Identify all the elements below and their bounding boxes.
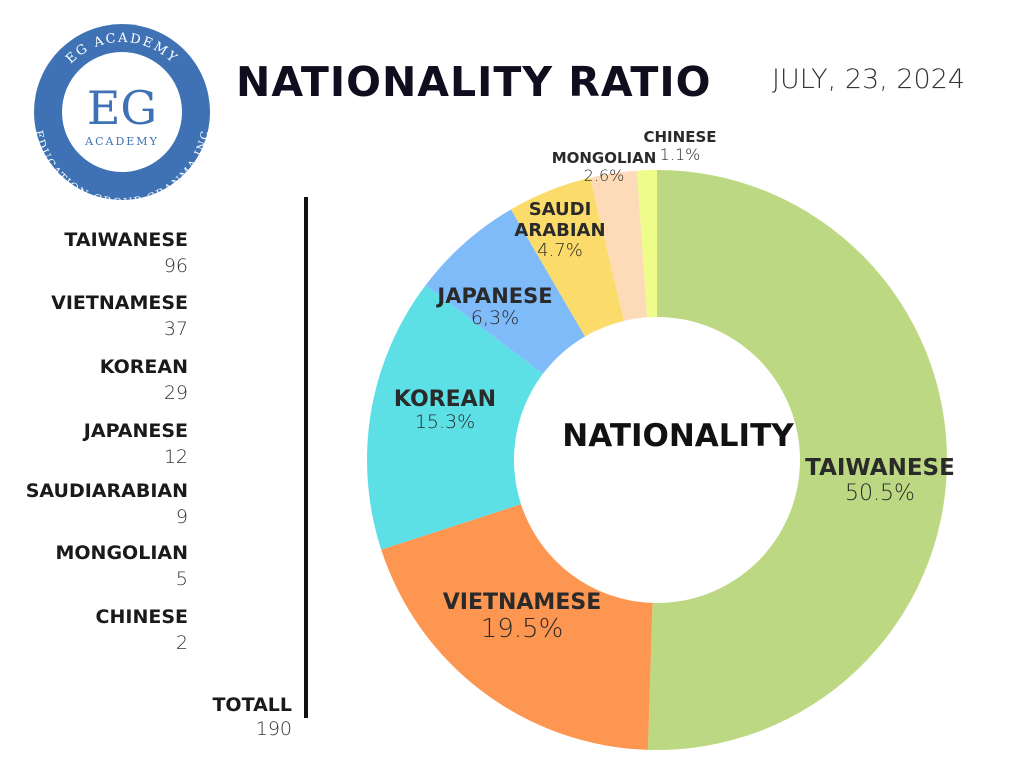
count-value: 2	[175, 632, 188, 654]
slice-value: 1.1%	[659, 145, 701, 165]
logo-initials: EG	[87, 81, 157, 135]
slice-value: 15.3%	[414, 411, 476, 434]
count-label: TAIWANESE	[64, 229, 188, 251]
slice-label: JAPANESE 6,3%	[395, 284, 595, 330]
count-value: 5	[175, 568, 188, 590]
slice-value: 50.5%	[845, 481, 915, 507]
center-label: NATIONALITY	[562, 418, 794, 454]
count-label: CHINESE	[95, 606, 188, 628]
count-label: KOREAN	[99, 356, 188, 378]
slice-label: MONGOLIAN 2.6%	[504, 149, 704, 186]
count-label: VIETNAMESE	[51, 292, 188, 314]
date: JULY, 23, 2024	[772, 64, 966, 95]
slice-name: JAPANESE	[437, 284, 553, 308]
count-value: 29	[163, 382, 188, 404]
count-label: SAUDIARABIAN	[25, 480, 188, 502]
slice-name: MONGOLIAN	[551, 149, 657, 167]
count-value: 96	[163, 255, 188, 277]
count-value: 9	[175, 506, 188, 528]
count-label: JAPANESE	[83, 420, 188, 442]
donut-slice	[647, 170, 948, 750]
slice-name: SAUDI ARABIAN	[514, 199, 606, 241]
slice-value: 4.7%	[537, 240, 583, 262]
chart-title: NATIONALITY RATIO	[236, 58, 712, 106]
slice-value: 19.5%	[480, 614, 564, 645]
logo-inner	[62, 52, 182, 172]
slice-value: 6,3%	[470, 307, 520, 330]
slice-label: SAUDI ARABIAN 4.7%	[505, 199, 615, 262]
logo-name: ACADEMY	[84, 135, 159, 148]
slice-name: KOREAN	[393, 387, 497, 412]
logo: EG ACADEMY EDUCATION GROUP GRANMA INC EG…	[32, 24, 211, 209]
total-label: TOTALL	[212, 694, 292, 716]
slice-name: TAIWANESE	[805, 455, 955, 481]
count-value: 12	[163, 446, 188, 468]
donut-slice	[425, 209, 585, 374]
donut-slice	[381, 504, 653, 750]
slice-label: TAIWANESE 50.5%	[780, 455, 980, 507]
count-label: MONGOLIAN	[55, 542, 189, 564]
slice-name: CHINESE	[643, 128, 717, 146]
slice-name: VIETNAMESE	[442, 590, 602, 615]
slice-label: KOREAN 15.3%	[345, 387, 545, 434]
slice-label: CHINESE 1.1%	[580, 128, 780, 165]
donut-slice	[636, 170, 657, 318]
total-value: 190	[255, 718, 292, 740]
donut-slice	[366, 285, 543, 550]
slice-label: VIETNAMESE 19.5%	[422, 590, 622, 645]
donut-slice	[590, 170, 648, 321]
donut-slice	[510, 177, 625, 337]
count-value: 37	[163, 318, 188, 340]
slice-value: 2.6%	[583, 166, 625, 186]
